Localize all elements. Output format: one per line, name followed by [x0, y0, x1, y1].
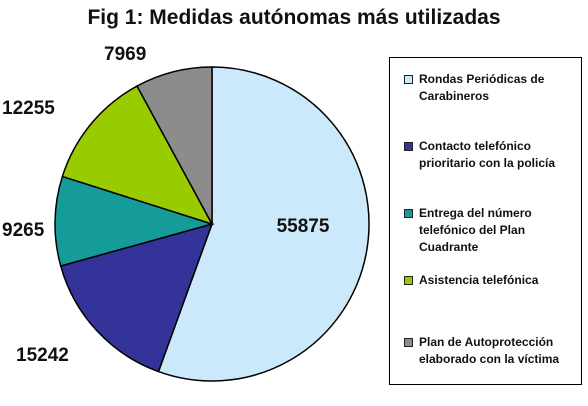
chart-title: Fig 1: Medidas autónomas más utilizadas: [87, 6, 501, 29]
legend-label-contacto: Contacto telefónico prioritario con la p…: [419, 139, 556, 170]
legend-label-rondas: Rondas Periódicas de Carabineros: [419, 72, 545, 103]
legend-label-plan: Plan de Autoprotección elaborado con la …: [419, 335, 560, 366]
data-label-asistencia: 12255: [2, 98, 55, 119]
data-label-rondas: 55875: [277, 216, 330, 237]
pie-slice-asistencia: [61, 85, 214, 226]
legend-swatch-contacto: [404, 142, 413, 151]
legend: Rondas Periódicas de Carabineros Contact…: [389, 57, 582, 385]
pie-slice-contacto: [59, 222, 214, 373]
legend-label-entrega: Entrega del número telefónico del Plan C…: [419, 206, 532, 254]
legend-swatch-plan: [404, 338, 413, 347]
pie-slice-entrega: [54, 175, 215, 267]
legend-swatch-rondas: [404, 75, 413, 84]
legend-swatch-entrega: [404, 209, 413, 218]
legend-label-asistencia: Asistencia telefónica: [419, 273, 539, 287]
legend-swatch-asistencia: [404, 276, 413, 285]
data-label-contacto: 15242: [16, 345, 69, 366]
pie-slice-plan: [136, 66, 213, 225]
data-label-plan: 7969: [104, 44, 146, 65]
pie-slice-rondas: [157, 66, 370, 382]
data-label-entrega: 9265: [2, 220, 45, 241]
